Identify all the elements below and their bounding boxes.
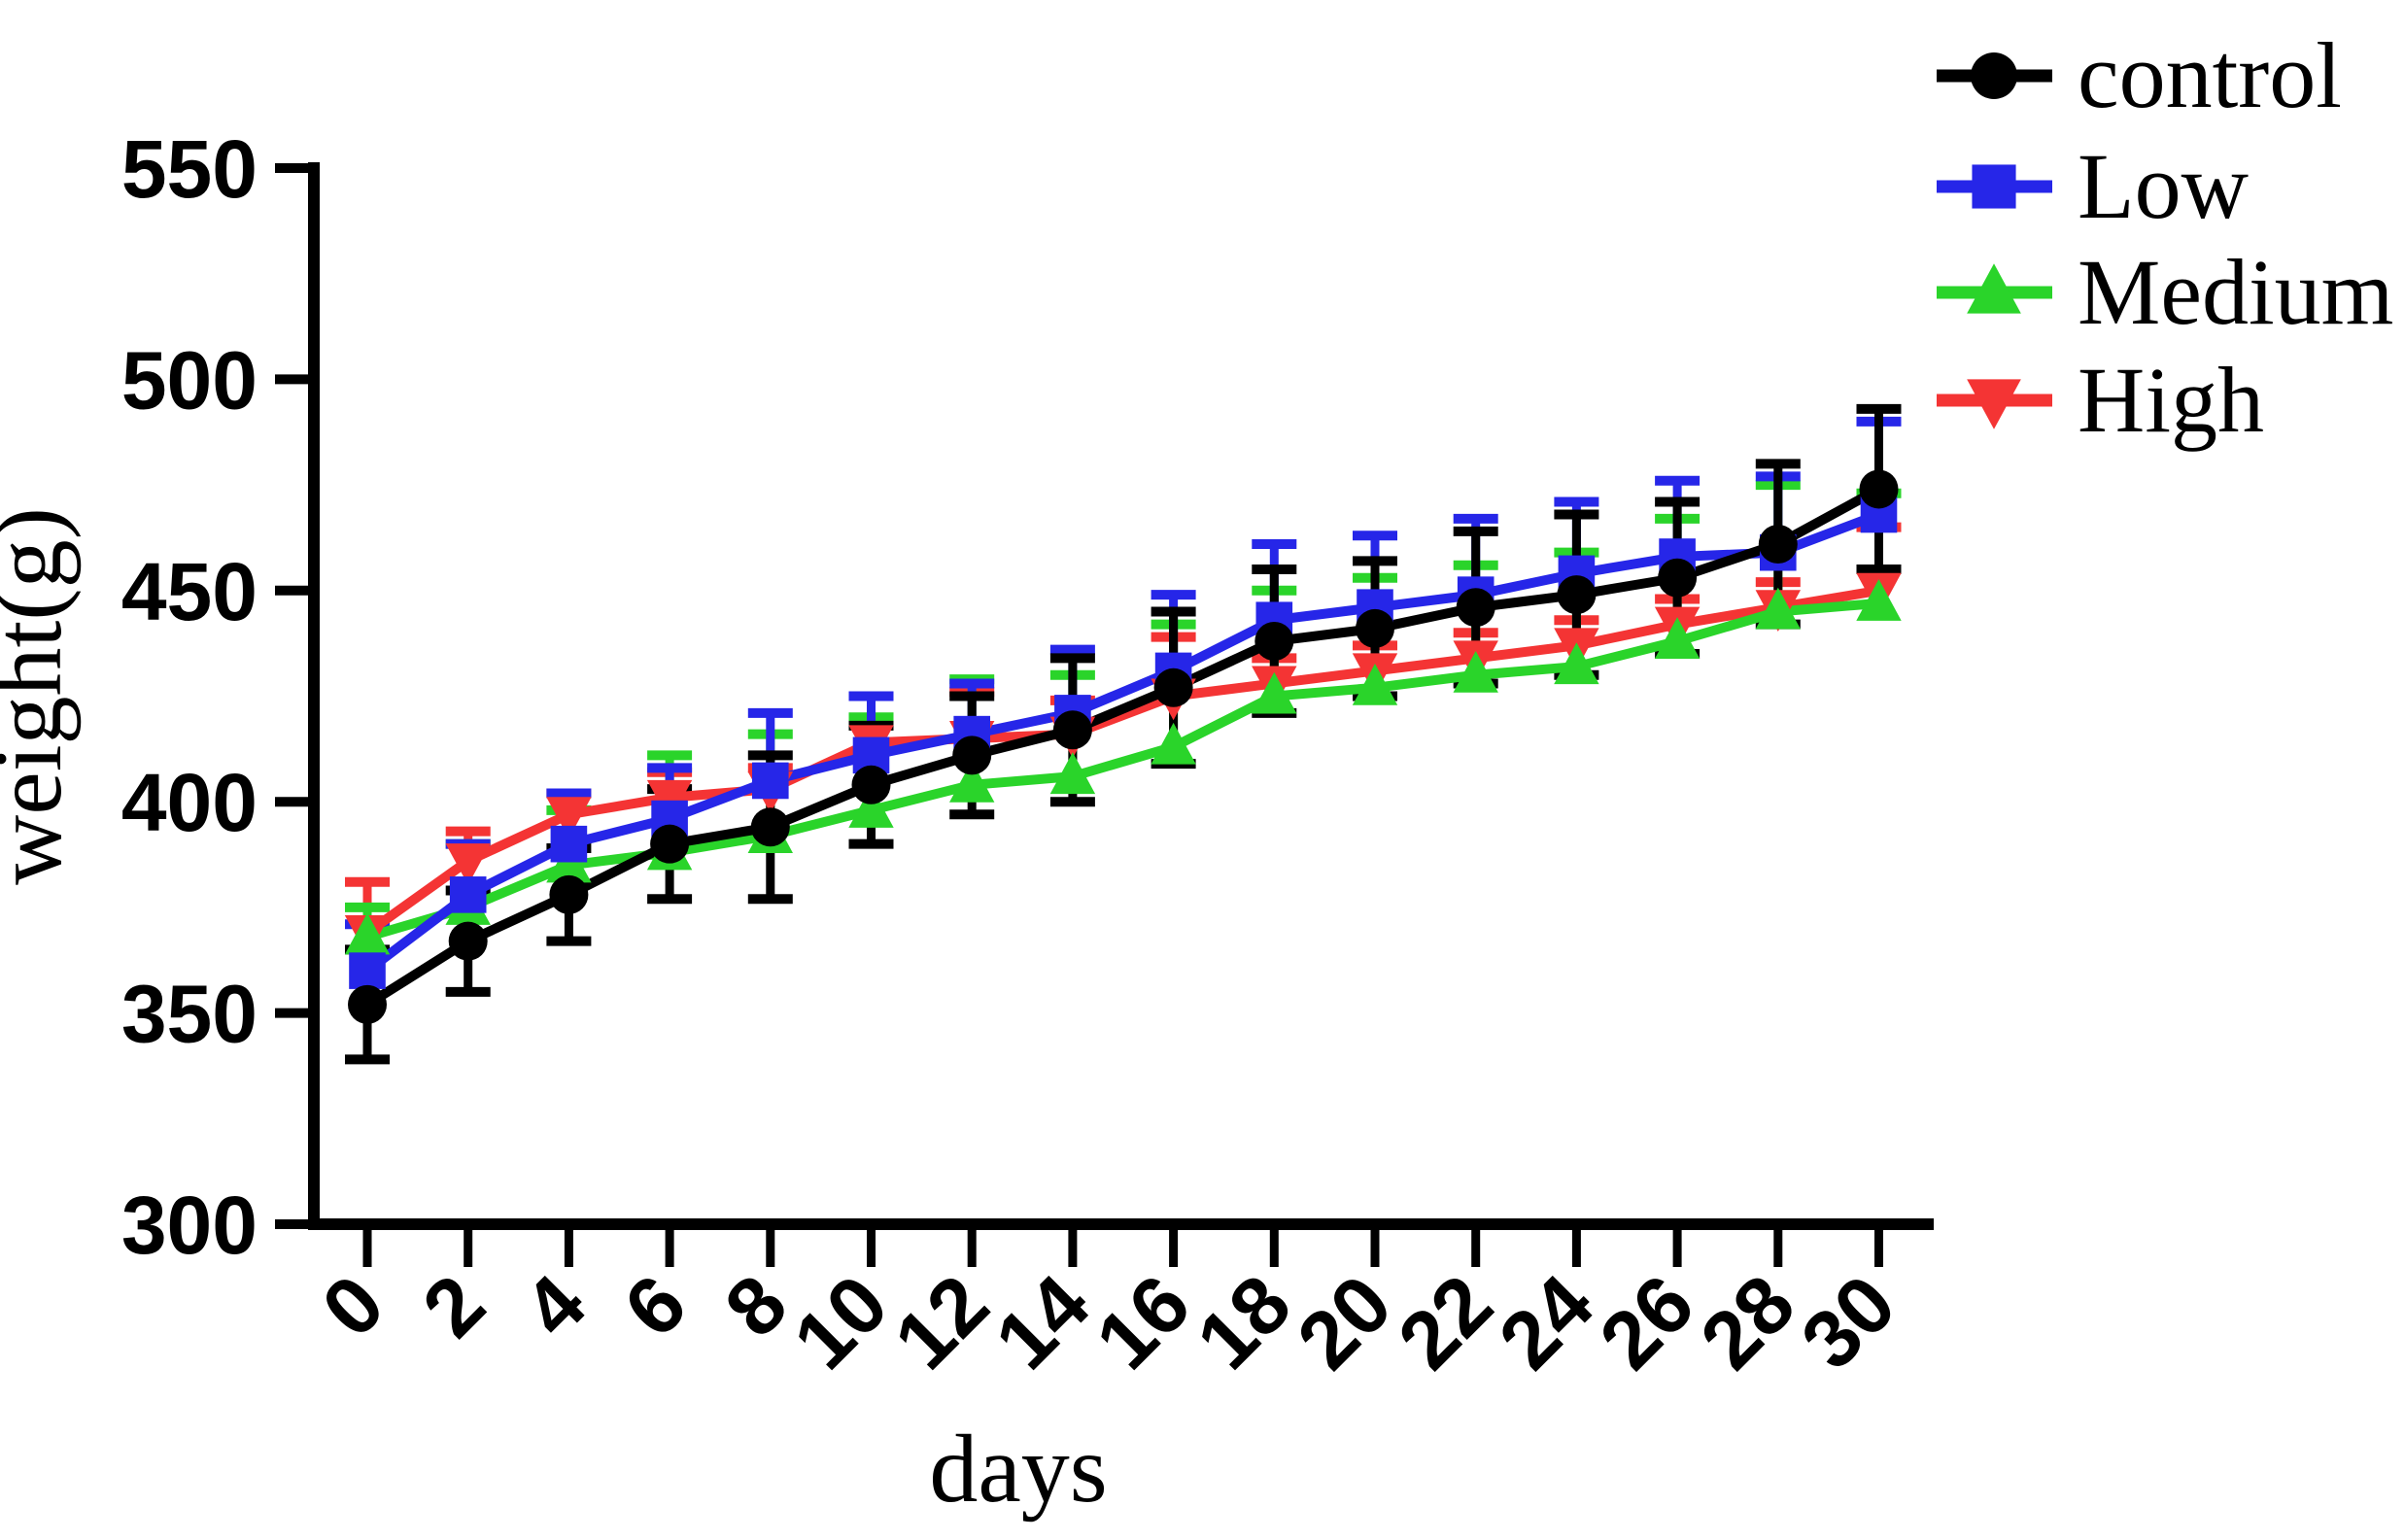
control-marker <box>1557 575 1597 615</box>
control-marker <box>650 824 690 864</box>
medium-marker <box>1049 752 1096 795</box>
triangle-down-icon <box>1967 379 2021 429</box>
control-marker <box>851 765 891 804</box>
medium-marker <box>1453 650 1498 693</box>
control-marker <box>1052 710 1092 750</box>
y-tick-label: 400 <box>121 757 258 848</box>
series-line <box>364 585 1880 938</box>
control-marker <box>549 874 589 914</box>
control-marker <box>1758 524 1798 564</box>
control-marker <box>1153 667 1193 707</box>
medium-marker <box>1252 671 1297 714</box>
legend-item-medium: Medium <box>1937 240 2393 344</box>
square-icon <box>1972 164 2016 209</box>
y-tick-label: 450 <box>121 546 258 637</box>
line-high <box>364 585 1880 938</box>
x-tick-label: 0 <box>304 1257 401 1354</box>
line-control <box>364 485 1881 1010</box>
y-tick-label: 350 <box>121 969 258 1060</box>
y-tick-label: 500 <box>121 334 258 426</box>
axes <box>308 162 1934 1230</box>
control-marker <box>1456 588 1495 628</box>
markers-control <box>348 469 1899 1024</box>
legend-label: control <box>2078 23 2342 127</box>
y-axis-title: weight(g) <box>0 507 82 885</box>
low-marker <box>752 762 789 800</box>
legend-label: High <box>2078 348 2264 452</box>
medium-marker <box>1151 722 1196 765</box>
legend-label: Low <box>2078 134 2249 238</box>
control-marker <box>448 921 488 961</box>
series-line <box>363 509 1881 975</box>
legend-item-low: Low <box>1937 134 2249 238</box>
control-marker <box>750 807 790 847</box>
y-tick-label: 550 <box>121 123 258 215</box>
x-tick-label: 6 <box>606 1257 704 1354</box>
series-line <box>365 598 1879 942</box>
medium-marker <box>1856 579 1902 621</box>
error-bars-control <box>345 403 1902 1065</box>
control-marker <box>1254 621 1294 661</box>
medium-marker <box>1654 617 1701 659</box>
legend-item-control: control <box>1937 23 2342 127</box>
control-marker <box>1859 469 1899 509</box>
low-marker <box>449 876 487 913</box>
line-medium <box>365 598 1879 942</box>
y-tick-label: 300 <box>121 1180 258 1271</box>
low-marker <box>550 825 588 863</box>
medium-marker <box>1352 664 1398 705</box>
line-low <box>363 509 1881 975</box>
legend-item-high: High <box>1937 348 2264 452</box>
control-marker <box>1356 608 1394 648</box>
triangle-up-icon <box>1967 263 2021 314</box>
medium-marker <box>1755 587 1801 630</box>
x-axis-title: days <box>929 1415 1107 1523</box>
low-marker <box>349 952 386 989</box>
x-tick-label: 2 <box>405 1257 502 1354</box>
control-marker <box>952 736 992 775</box>
series-line <box>364 485 1881 1010</box>
x-tick-label: 8 <box>707 1257 805 1354</box>
legend-label: Medium <box>2078 240 2393 344</box>
medium-marker <box>344 912 391 955</box>
high-marker <box>445 843 491 885</box>
control-marker <box>1658 558 1698 598</box>
y-axis-ticks: 300 350 400 450 500 550 <box>121 123 314 1271</box>
axis-titles: weight(g) days <box>0 507 1108 1523</box>
x-tick-label: 4 <box>506 1257 603 1354</box>
control-marker <box>348 984 387 1024</box>
high-marker <box>546 797 592 839</box>
circle-icon <box>1971 52 2017 99</box>
medium-marker <box>1554 642 1599 685</box>
medium-marker <box>848 786 894 828</box>
medium-marker <box>949 761 995 803</box>
x-tick-label: 30 <box>1784 1257 1913 1386</box>
